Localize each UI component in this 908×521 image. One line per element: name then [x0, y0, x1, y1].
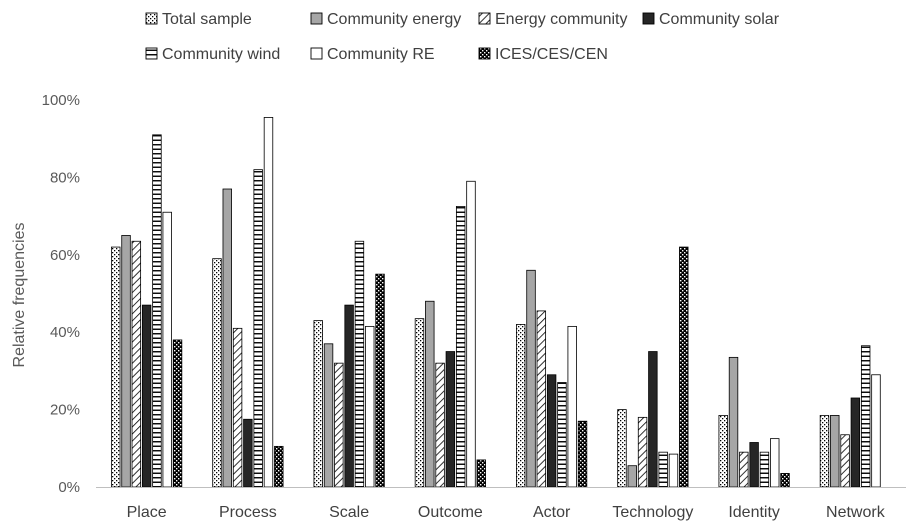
bar-identity-energy-community — [739, 451, 749, 488]
legend-swatch-ices-ces-cen — [478, 47, 491, 60]
bar-network-community-solar — [850, 397, 861, 488]
bar-technology-community-re — [668, 453, 679, 488]
legend-label-energy-community: Energy community — [495, 11, 628, 28]
bar-actor-ices-ces-cen — [577, 420, 588, 488]
bar-process-community-solar — [243, 418, 253, 488]
y-axis: 0% 20% 40% 60% 80% 100% — [42, 92, 80, 496]
bar-identity-ices-ces-cen — [780, 473, 790, 488]
bar-actor-energy-community — [536, 310, 547, 488]
bar-place-total-sample — [111, 246, 121, 488]
bar-actor-community-energy — [526, 269, 536, 488]
bar-technology-total-sample — [617, 409, 627, 488]
bar-identity-community-re — [770, 438, 780, 488]
y-tick-label: 40% — [50, 324, 80, 341]
bar-actor-community-solar — [546, 374, 557, 488]
bar-technology-community-solar — [648, 351, 658, 488]
legend: Total sample Community energy Energy commu… — [145, 11, 780, 63]
bar-technology-energy-community — [637, 416, 648, 488]
legend-swatch-energy-community — [478, 12, 491, 25]
x-category-label: Scale — [329, 504, 369, 521]
y-tick-label: 80% — [50, 169, 80, 186]
bar-actor-community-wind — [557, 382, 567, 488]
bar-network-community-wind — [860, 345, 871, 488]
x-axis: Place Process Scale Outcome Actor Technology I… — [96, 487, 906, 521]
y-tick-label: 20% — [50, 402, 80, 419]
y-tick-label: 0% — [58, 479, 80, 496]
bar-outcome-energy-community — [435, 362, 445, 488]
bar-network-community-re — [871, 374, 881, 488]
bar-scale-community-re — [365, 325, 375, 488]
bar-outcome-community-wind — [455, 206, 466, 488]
bar-identity-total-sample — [718, 414, 728, 488]
bar-outcome-community-energy — [425, 300, 435, 488]
bar-network-total-sample — [819, 414, 830, 488]
bar-scale-community-wind — [354, 240, 365, 488]
legend-label-community-wind: Community wind — [162, 46, 280, 63]
bar-place-energy-community — [131, 240, 142, 488]
bar-place-community-wind — [152, 134, 162, 488]
bar-place-community-solar — [141, 304, 152, 488]
bar-technology-community-wind — [658, 451, 668, 488]
x-category-label: Process — [219, 504, 277, 521]
bar-process-ices-ces-cen — [274, 445, 284, 488]
legend-label-community-energy: Community energy — [327, 11, 461, 28]
bar-network-community-energy — [830, 414, 840, 488]
bar-identity-community-wind — [759, 451, 770, 488]
legend-swatch-total-sample — [145, 12, 158, 25]
legend-swatch-community-solar — [642, 12, 655, 25]
bar-place-community-re — [162, 211, 172, 488]
x-category-label: Actor — [533, 504, 571, 521]
bar-process-energy-community — [232, 327, 243, 488]
x-category-label: Identity — [728, 504, 780, 521]
bar-actor-community-re — [567, 325, 577, 488]
bar-scale-ices-ces-cen — [375, 273, 385, 488]
x-category-label: Network — [826, 504, 886, 521]
bar-outcome-ices-ces-cen — [476, 459, 486, 488]
legend-label-total-sample: Total sample — [162, 11, 252, 28]
bars — [111, 117, 881, 488]
bar-identity-community-solar — [749, 442, 759, 488]
bar-technology-community-energy — [627, 465, 637, 488]
bar-outcome-community-re — [466, 180, 476, 488]
x-category-label: Outcome — [418, 504, 483, 521]
bar-scale-energy-community — [334, 362, 344, 488]
bar-identity-community-energy — [728, 356, 739, 488]
bar-place-community-energy — [121, 235, 131, 488]
bar-process-community-wind — [253, 169, 263, 488]
bar-scale-community-solar — [344, 304, 354, 488]
legend-label-ices-ces-cen: ICES/CES/CEN — [495, 46, 608, 63]
bar-outcome-community-solar — [445, 351, 456, 488]
bar-place-ices-ces-cen — [172, 339, 183, 488]
y-tick-label: 60% — [50, 247, 80, 264]
legend-label-community-re: Community RE — [327, 46, 435, 63]
legend-swatch-community-wind — [145, 47, 158, 60]
bar-outcome-total-sample — [414, 318, 425, 488]
y-axis-title: Relative frequencies — [11, 223, 28, 368]
bar-scale-community-energy — [323, 343, 334, 488]
bar-scale-total-sample — [313, 320, 323, 488]
y-tick-label: 100% — [42, 92, 80, 109]
bar-process-total-sample — [212, 258, 222, 488]
x-category-label: Place — [127, 504, 167, 521]
legend-swatch-community-re — [310, 47, 323, 60]
bar-technology-ices-ces-cen — [679, 246, 689, 488]
bar-actor-total-sample — [516, 324, 526, 488]
legend-swatch-community-energy — [310, 12, 323, 25]
bar-process-community-re — [263, 117, 274, 488]
bar-process-community-energy — [222, 188, 232, 488]
legend-label-community-solar: Community solar — [659, 11, 780, 28]
x-category-label: Technology — [612, 504, 693, 521]
bar-network-energy-community — [840, 434, 850, 488]
